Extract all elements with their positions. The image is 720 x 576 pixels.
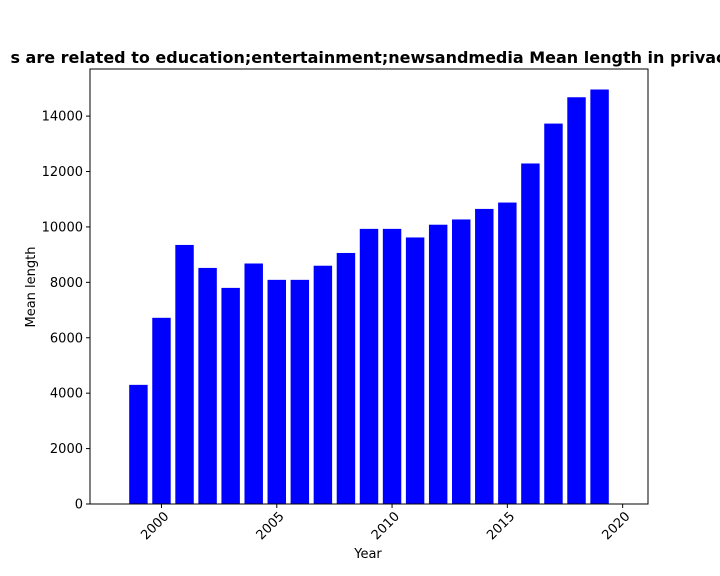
bar-2009	[359, 228, 379, 504]
bar-2016	[521, 163, 540, 504]
x-axis-label: Year	[353, 547, 382, 562]
bar-2017	[544, 123, 563, 505]
bar-2000	[152, 317, 171, 504]
y-tick-label: 14000	[42, 110, 83, 125]
bar-2003	[221, 287, 240, 504]
x-tick-label: 2000	[138, 509, 172, 543]
bar-1999	[129, 384, 148, 504]
bar-2005	[267, 279, 286, 504]
bar-2014	[475, 208, 494, 504]
x-tick-label: 2010	[369, 509, 403, 543]
bar-2008	[336, 252, 356, 504]
y-tick-label: 2000	[50, 442, 83, 457]
y-tick-label: 6000	[50, 331, 83, 346]
bar-2004	[244, 263, 263, 504]
y-tick-label: 12000	[42, 165, 83, 180]
bar-2013	[452, 219, 471, 505]
bar-2011	[405, 237, 425, 504]
y-tick-label: 0	[75, 498, 83, 513]
x-tick-label: 2005	[254, 509, 288, 543]
bar-2002	[198, 267, 217, 504]
x-axis-ticks: 2000 2005 2010 2015 2020	[138, 504, 633, 543]
y-tick-label: 10000	[42, 220, 83, 235]
x-tick-label: 2020	[599, 509, 633, 543]
bar-2012	[428, 224, 448, 504]
bar-2019	[590, 89, 609, 505]
x-tick-label: 2015	[484, 509, 518, 543]
y-tick-label: 8000	[50, 276, 83, 291]
bar-2010	[382, 228, 402, 504]
bar-2015	[498, 202, 517, 504]
y-axis-ticks: 0 2000 4000 6000 8000 10000 12000 14000	[42, 110, 90, 513]
bar-2018	[567, 97, 586, 505]
chart-title: s are related to education;entertainment…	[10, 48, 720, 67]
bar-2001	[175, 244, 194, 504]
bar-2006	[290, 279, 310, 504]
bars-group	[129, 89, 609, 505]
y-axis-label: Mean length	[24, 247, 39, 328]
y-tick-label: 4000	[50, 387, 83, 402]
bar-2007	[313, 265, 333, 504]
plot-frame	[89, 68, 649, 505]
